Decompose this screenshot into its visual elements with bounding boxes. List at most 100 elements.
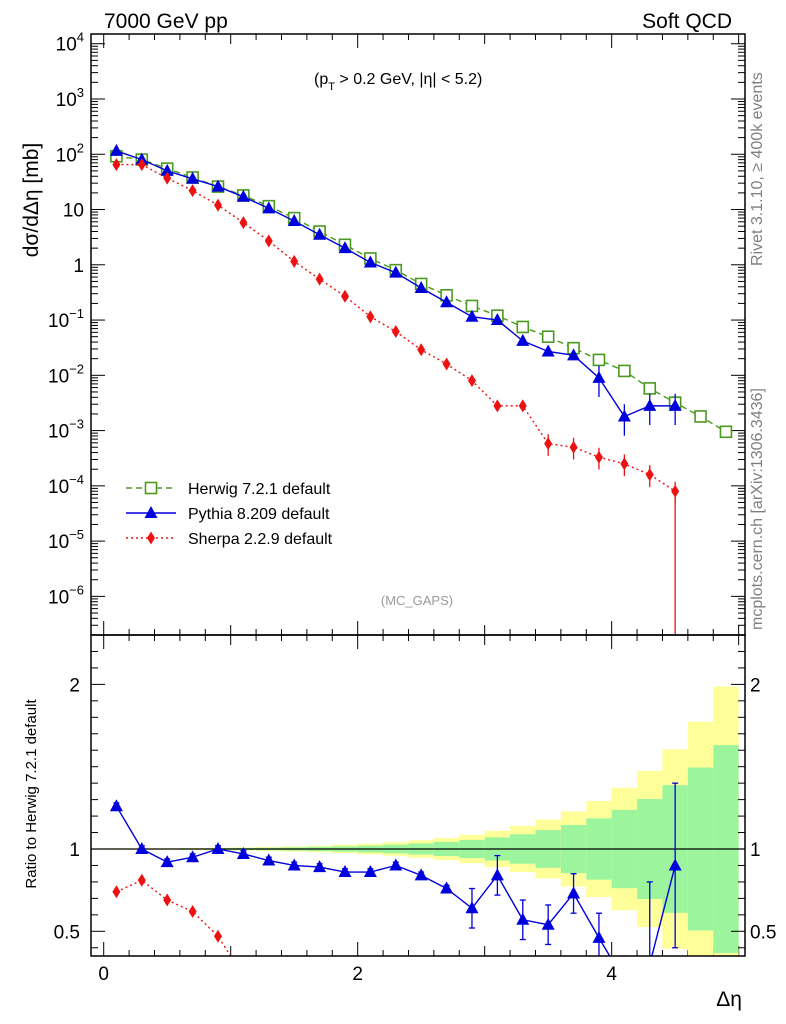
ratio-point-pythia [160, 855, 174, 868]
ratio-point-pythia [516, 912, 530, 925]
ratio-point-pythia [592, 930, 606, 943]
legend-marker-sherpa [147, 531, 155, 545]
data-point-sherpa [645, 468, 654, 482]
x-axis-title: Δη [716, 988, 742, 1011]
data-point-sherpa [366, 310, 375, 324]
data-point-pythia [440, 295, 454, 308]
data-point-sherpa [137, 158, 146, 172]
data-point-sherpa [544, 437, 553, 451]
data-point-pythia [592, 370, 606, 383]
data-point-herwig [592, 353, 606, 367]
legend-marker-herwig [144, 481, 158, 495]
data-point-herwig [643, 382, 657, 395]
ratio-panel-frame [90, 634, 746, 957]
data-point-pythia [287, 213, 301, 226]
y-tick-label-exponent: 4 [77, 30, 84, 45]
data-point-pythia [313, 227, 327, 240]
ratio-line-sherpa [116, 879, 232, 956]
legend-entry-pythia: Pythia 8.209 default [126, 506, 330, 523]
x-tick-label: 2 [352, 964, 363, 985]
data-point-pythia [516, 333, 530, 346]
ratio-point-pythia [236, 846, 250, 859]
data-point-pythia [567, 348, 581, 361]
data-point-herwig [516, 320, 530, 334]
y-tick-label: 104 [56, 30, 84, 56]
data-point-sherpa [391, 325, 400, 339]
data-point-sherpa [594, 450, 603, 464]
legend-entry-sherpa: Sherpa 2.2.9 default [126, 531, 333, 548]
data-point-pythia [617, 409, 631, 422]
data-point-pythia [338, 241, 352, 254]
ratio-point-pythia [541, 917, 555, 930]
y-tick-label-exponent: 2 [77, 140, 84, 155]
y-tick-label: 10−5 [48, 527, 84, 553]
ratio-point-pythia [338, 865, 352, 878]
y-tick-label: 10−4 [48, 472, 84, 498]
y-tick-label-base: 10 [48, 532, 69, 553]
ratio-point-pythia [313, 860, 327, 873]
data-point-pythia [363, 255, 377, 268]
y-tick-label-ratio-right: 0.5 [750, 922, 776, 943]
data-point-pythia [236, 189, 250, 202]
y-tick-label-base: 10 [56, 90, 77, 111]
header-right-label: Soft QCD [642, 10, 732, 33]
cut-annotation: (pT > 0.2 GeV, |η| < 5.2) [314, 71, 482, 93]
data-point-pythia [541, 344, 555, 357]
rivet-version-label: Rivet 3.1.10, ≥ 400k events [749, 72, 766, 266]
data-point-pythia [389, 265, 403, 278]
ratio-point-sherpa [112, 885, 121, 899]
mcplots-reference-label: mcplots.cern.ch [arXiv:1306.3436] [749, 388, 766, 630]
y-tick-label-ratio-right: 1 [750, 840, 761, 861]
data-point-pythia [643, 398, 657, 411]
data-point-sherpa [112, 158, 121, 172]
ratio-point-pythia [363, 865, 377, 878]
y-tick-label: 10−3 [48, 417, 84, 443]
ratio-point-pythia [567, 886, 581, 899]
series-line-pythia [116, 150, 676, 418]
y-tick-label-ratio-left: 2 [69, 675, 80, 696]
data-point-herwig [694, 410, 707, 423]
data-point-pythia [414, 281, 428, 294]
legend-label-herwig: Herwig 7.2.1 default [188, 481, 331, 498]
y-tick-label-exponent: −4 [69, 472, 84, 487]
ratio-point-sherpa [137, 873, 146, 887]
y-tick-label-ratio-right: 2 [750, 675, 761, 696]
y-tick-label: 10−1 [48, 306, 84, 332]
y-tick-label: 1 [73, 256, 84, 277]
data-point-herwig [541, 330, 555, 343]
y-tick-label-exponent: −3 [69, 417, 84, 432]
data-point-sherpa [671, 484, 680, 498]
y-tick-label-base: 10 [56, 35, 77, 56]
cut-annotation-suffix: > 0.2 GeV, |η| < 5.2) [335, 71, 482, 88]
ratio-point-sherpa [188, 905, 197, 919]
data-point-pythia [109, 143, 123, 156]
y-tick-label-ratio-left: 0.5 [54, 922, 80, 943]
ratio-point-pythia [287, 858, 301, 871]
legend-label-pythia: Pythia 8.209 default [188, 506, 330, 523]
ratio-series-sherpa [112, 873, 232, 956]
data-point-herwig [719, 425, 733, 439]
ratio-point-sherpa [213, 929, 222, 943]
ratio-point-pythia [668, 858, 682, 871]
data-point-herwig [618, 364, 631, 378]
ratio-point-pythia [465, 901, 479, 914]
y-tick-label: 103 [56, 85, 84, 111]
y-tick-label-exponent: −6 [69, 582, 84, 597]
ratio-axis-ticks: 0.5 0.5 1 1 2 2 [54, 650, 776, 949]
ratio-point-pythia [186, 850, 200, 863]
y-tick-label-base: 10 [48, 366, 69, 387]
data-point-sherpa [315, 272, 324, 286]
data-point-sherpa [493, 399, 502, 413]
data-point-sherpa [264, 234, 273, 248]
cut-annotation-prefix: (p [314, 71, 328, 88]
data-point-pythia [160, 163, 174, 176]
data-point-sherpa [213, 198, 222, 212]
data-point-sherpa [239, 216, 248, 230]
data-point-sherpa [467, 374, 476, 388]
data-point-sherpa [340, 289, 349, 303]
ratio-point-pythia [135, 842, 149, 854]
ratio-point-pythia [490, 868, 504, 881]
